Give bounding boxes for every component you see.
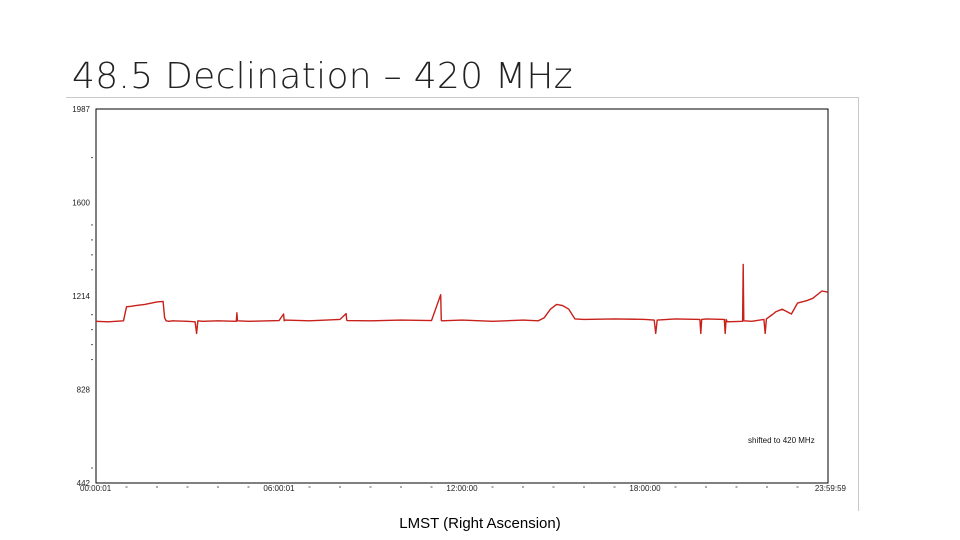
- x-tick-label-1: 06:00:01: [263, 484, 295, 493]
- x-tick-label-0: 00:00:01: [80, 484, 112, 493]
- y-tick-label-0: 1987: [72, 105, 90, 114]
- chart-annotation: shifted to 420 MHz: [748, 436, 815, 445]
- x-axis-label: LMST (Right Ascension): [399, 515, 561, 532]
- y-tick-label-2: 1214: [72, 292, 90, 301]
- series-line-0: [95, 263, 829, 335]
- plot-area-border: [95, 108, 829, 484]
- chart-axes: [95, 108, 829, 484]
- chart-frame: 1987 1600 1214 828 442 00:00:01 06:00:01 12:00…: [66, 97, 859, 511]
- x-tick-label-3: 18:00:00: [629, 484, 661, 493]
- slide-title: 48.5 Declination – 420 MHz: [72, 56, 573, 97]
- series-layer: [95, 263, 829, 335]
- x-tick-label-2: 12:00:00: [446, 484, 478, 493]
- y-tick-label-1: 1600: [72, 199, 90, 208]
- x-axis-ticks: 00:00:01 06:00:01 12:00:00 18:00:00 23:59:59: [80, 484, 847, 493]
- x-tick-label-4: 23:59:59: [815, 484, 847, 493]
- y-tick-label-3: 828: [77, 386, 91, 395]
- y-axis-ticks: 1987 1600 1214 828 442: [72, 105, 90, 488]
- line-chart: 1987 1600 1214 828 442 00:00:01 06:00:01 12:00…: [72, 105, 847, 493]
- y-tick-label-4: 442: [77, 479, 91, 488]
- minor-tick-marks: [91, 157, 799, 488]
